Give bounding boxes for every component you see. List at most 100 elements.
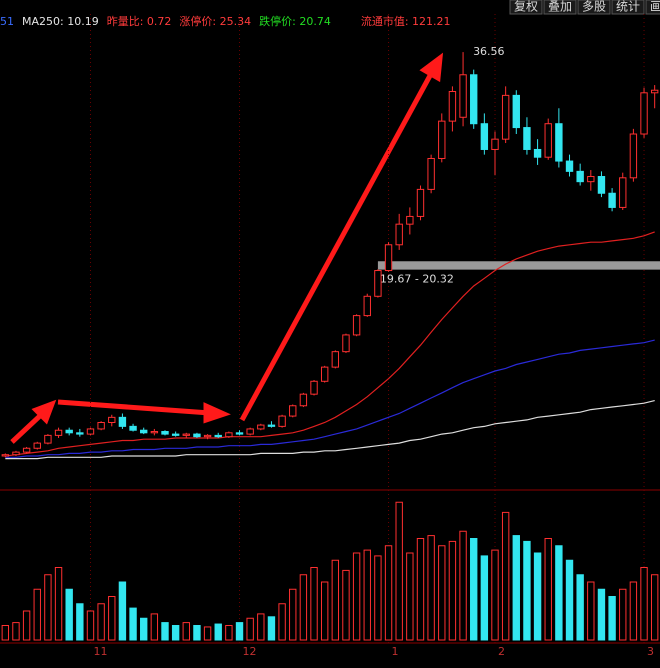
volume-bar — [22, 610, 31, 641]
volume-bar — [342, 569, 350, 641]
arrow-head — [203, 402, 231, 424]
candle-body — [12, 451, 20, 456]
candle-body — [257, 424, 265, 430]
volume-bar — [299, 574, 308, 641]
volume-bar — [140, 617, 148, 641]
button[interactable]: 叠加 — [548, 0, 572, 14]
candle-body — [161, 431, 169, 435]
volume-bar — [512, 535, 520, 641]
button-bg[interactable] — [611, 0, 645, 15]
volume-bar — [533, 552, 542, 641]
candle-body — [448, 91, 457, 122]
arrow — [57, 399, 211, 416]
x-tick-label: 12 — [243, 645, 257, 658]
volume-bar — [565, 559, 574, 641]
candle-body — [587, 176, 595, 183]
volume-bar — [193, 625, 201, 641]
volume-bar — [650, 574, 659, 641]
button-bg[interactable] — [645, 0, 660, 15]
candle-body — [97, 422, 105, 430]
volume-bar — [65, 588, 73, 641]
candle-body — [108, 416, 116, 423]
volume-bar — [331, 559, 340, 641]
volume-bar — [491, 549, 499, 641]
candle-body — [267, 424, 276, 427]
button[interactable]: 统计 — [616, 0, 640, 14]
volume-bar — [150, 613, 159, 641]
candle-body — [523, 127, 531, 150]
candle-body — [140, 429, 148, 434]
candle-body — [54, 429, 63, 436]
volume-bar — [118, 581, 127, 641]
header: 51 MA250: 10.19 昨量比: 0.72 涨停价: 25.34 跌停价: 20… — [0, 14, 451, 28]
candle-body — [278, 415, 286, 427]
candle-body — [491, 138, 499, 150]
volume-bar — [587, 581, 595, 641]
moving-average — [5, 231, 655, 457]
button-bg[interactable] — [577, 0, 611, 15]
candle-body — [640, 92, 648, 135]
candle-body — [342, 334, 350, 353]
candle-body — [512, 94, 520, 129]
candle-body — [214, 434, 222, 438]
candle-body — [320, 366, 329, 382]
candle-body — [427, 157, 435, 190]
candle-body — [629, 133, 638, 179]
candle-body — [555, 123, 563, 162]
volume-bar — [374, 555, 382, 641]
candle-body — [331, 351, 340, 368]
candle-body — [363, 295, 371, 317]
candle-body — [65, 429, 73, 434]
toolbar: 复权叠加多股统计画线 — [509, 0, 660, 15]
candle-body — [310, 380, 318, 395]
volume-bar — [352, 552, 361, 641]
candle-body — [235, 432, 244, 435]
candle-body — [416, 188, 425, 217]
x-tick-label: 2 — [498, 645, 505, 658]
range-label: 19.67 - 20.32 — [380, 273, 454, 286]
volume-bar — [576, 574, 584, 641]
candle-body — [76, 432, 84, 435]
volume-bar — [182, 622, 190, 641]
x-tick-label: 3 — [647, 645, 654, 658]
candle-body — [619, 177, 627, 208]
volume-bar — [54, 567, 63, 641]
volume-bar — [76, 603, 84, 641]
candle-body — [150, 431, 159, 434]
volume-bar — [161, 622, 169, 641]
volume-bar — [384, 545, 393, 641]
volume-bar — [267, 616, 276, 641]
candle-body — [608, 192, 616, 208]
candle-body — [459, 74, 467, 118]
volume-bar — [459, 530, 467, 641]
volume-bar — [619, 588, 627, 641]
volume-bar — [12, 622, 20, 641]
range-band — [377, 261, 660, 270]
candle-body — [129, 425, 137, 431]
candle-body — [597, 176, 606, 194]
volume-bar — [640, 567, 648, 641]
candle-body — [352, 315, 361, 336]
volume-bar — [448, 540, 457, 641]
candle-body — [438, 120, 446, 159]
volume-bar — [108, 596, 116, 641]
candle-body — [33, 442, 41, 449]
volume-bar — [97, 603, 105, 641]
button-bg[interactable] — [509, 0, 543, 15]
candle-body — [171, 433, 180, 436]
volume-bar — [310, 567, 318, 641]
button-bg[interactable] — [543, 0, 577, 15]
header-item: 跌停价: 20.74 — [259, 14, 331, 28]
volume-bar — [470, 538, 478, 641]
button[interactable]: 画线 — [650, 0, 660, 14]
candle-body — [533, 148, 542, 158]
button[interactable]: 复权 — [514, 0, 538, 14]
volume-bar — [257, 613, 265, 641]
candle-body — [501, 94, 510, 140]
header-item: MA250: 10.19 — [22, 15, 99, 28]
candle-body — [203, 434, 212, 438]
moving-average — [5, 400, 655, 460]
volume-bar — [438, 545, 446, 641]
button[interactable]: 多股 — [582, 0, 606, 14]
